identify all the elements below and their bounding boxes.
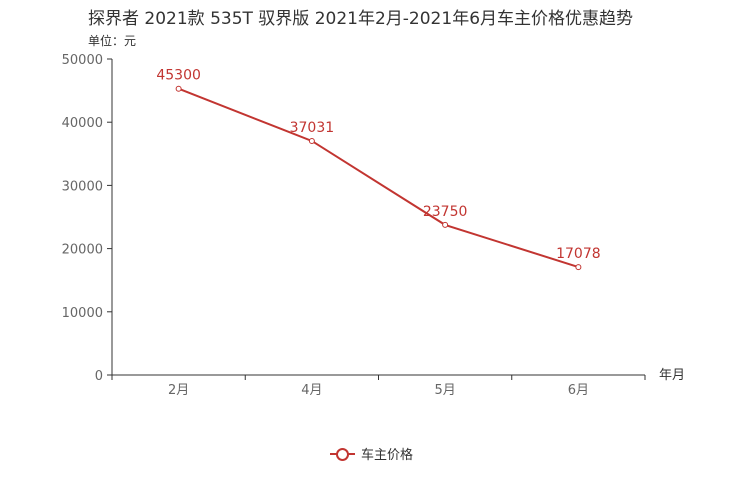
y-tick-label: 30000 xyxy=(62,179,103,194)
x-tick-label: 5月 xyxy=(434,383,455,398)
data-label: 17078 xyxy=(556,246,601,262)
y-tick-label: 50000 xyxy=(62,53,103,68)
legend[interactable]: 车主价格 xyxy=(330,444,413,463)
data-point xyxy=(575,264,582,271)
y-tick-label: 40000 xyxy=(62,116,103,131)
data-label: 23750 xyxy=(423,204,468,220)
legend-line-circle-icon xyxy=(330,447,355,461)
y-tick-label: 0 xyxy=(95,369,103,384)
data-point xyxy=(175,85,182,92)
data-point xyxy=(442,221,449,228)
y-tick-label: 10000 xyxy=(62,306,103,321)
chart-title: 探界者 2021款 535T 驭界版 2021年2月-2021年6月车主价格优惠… xyxy=(88,9,634,29)
x-tick-label: 4月 xyxy=(301,383,322,398)
y-tick-label: 20000 xyxy=(62,243,103,258)
legend-label: 车主价格 xyxy=(361,448,414,463)
unit-label: 单位：元 xyxy=(88,34,137,48)
data-label: 37031 xyxy=(290,120,335,136)
data-label: 45300 xyxy=(156,68,201,84)
x-tick-label: 2月 xyxy=(168,383,189,398)
data-point xyxy=(308,137,315,144)
x-axis-name: 年月 xyxy=(659,368,685,383)
x-tick-label: 6月 xyxy=(568,383,589,398)
series-line xyxy=(178,87,579,269)
